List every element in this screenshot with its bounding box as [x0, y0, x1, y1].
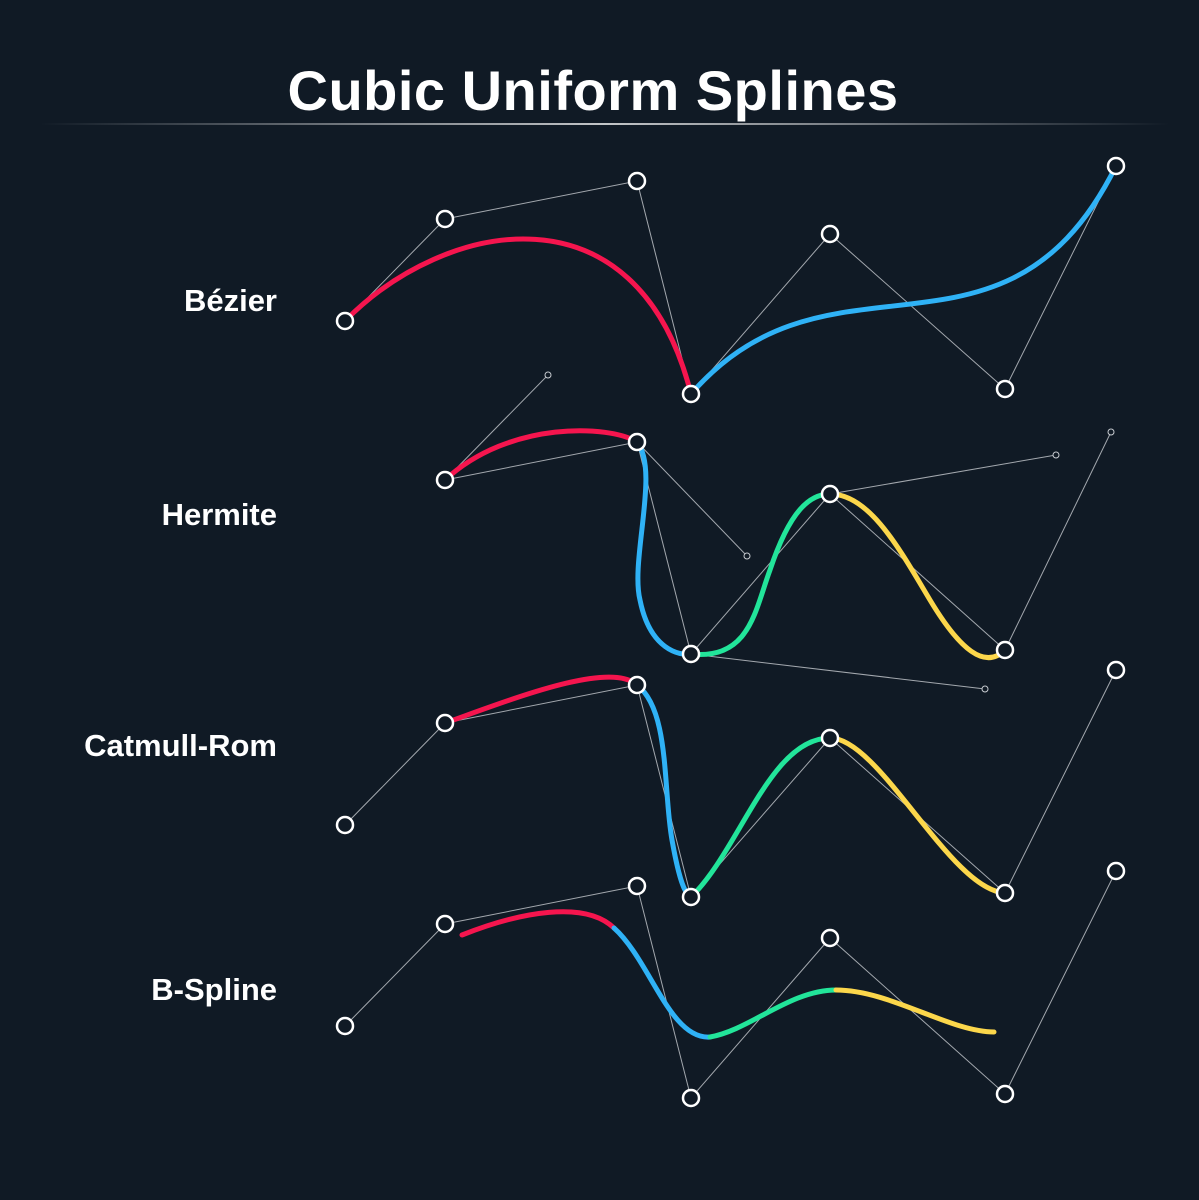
tangent-handle: [1052, 451, 1060, 459]
control-point: [681, 887, 701, 907]
b-spline-row: [335, 861, 1126, 1108]
control-point: [335, 1016, 355, 1036]
curve-segment-red: [342, 236, 694, 397]
control-polygon: [344, 870, 1117, 1100]
tangent-line: [829, 493, 1006, 651]
control-point: [435, 470, 455, 490]
control-point: [435, 209, 455, 229]
control-point: [820, 484, 840, 504]
control-polygon: [344, 669, 1117, 899]
curve-segment-yellow: [833, 987, 997, 1035]
curve-segment-green: [707, 987, 839, 1040]
control-point: [435, 914, 455, 934]
tangent-handle: [544, 371, 552, 379]
control-point: [820, 224, 840, 244]
tangent-line: [1004, 431, 1112, 651]
control-point: [681, 1088, 701, 1108]
row-label-hermite: Hermite: [161, 497, 277, 532]
control-point: [681, 644, 701, 664]
control-point: [820, 728, 840, 748]
curve-segment-blue: [634, 682, 694, 900]
tangent-handle: [981, 685, 989, 693]
hermite-row: [435, 371, 1115, 693]
curve-segment-red: [442, 428, 640, 483]
control-point: [820, 928, 840, 948]
tangent-line: [444, 374, 549, 481]
control-point: [335, 311, 355, 331]
control-point: [1106, 861, 1126, 881]
row-label-bezier: Bézier: [183, 283, 277, 318]
curve-segment-green: [688, 735, 833, 900]
control-point: [995, 883, 1015, 903]
tangent-handle: [743, 552, 751, 560]
control-point: [435, 713, 455, 733]
curve-segment-red: [459, 909, 617, 938]
control-point: [995, 640, 1015, 660]
tangent-handle: [1107, 428, 1115, 436]
row-label-catmull-rom: Catmull-Rom: [84, 728, 277, 763]
tangent-line: [690, 653, 986, 690]
curve-segment-yellow: [827, 735, 1008, 896]
page-title: Cubic Uniform Splines: [287, 59, 899, 122]
control-point: [627, 675, 647, 695]
control-point: [995, 1084, 1015, 1104]
curve-segment-blue: [611, 925, 713, 1040]
curve-segment-red: [442, 674, 640, 726]
control-point: [627, 432, 647, 452]
control-point: [627, 171, 647, 191]
curve-segment-green: [688, 491, 833, 657]
control-point: [1106, 660, 1126, 680]
catmull-rom-row: [335, 660, 1126, 907]
curve-segment-blue: [634, 439, 694, 657]
curve-segment-yellow: [827, 491, 1008, 661]
curve-segment-blue: [688, 163, 1119, 397]
control-point: [335, 815, 355, 835]
row-label-b-spline: B-Spline: [151, 972, 277, 1007]
tangent-line: [829, 454, 1057, 495]
control-point: [681, 384, 701, 404]
control-point: [995, 379, 1015, 399]
title-underline: [40, 123, 1170, 125]
control-point: [1106, 156, 1126, 176]
tangent-line: [444, 441, 638, 481]
tangent-line: [690, 493, 831, 655]
tangent-line: [636, 441, 748, 557]
control-point: [627, 876, 647, 896]
bezier-row: [335, 156, 1126, 404]
